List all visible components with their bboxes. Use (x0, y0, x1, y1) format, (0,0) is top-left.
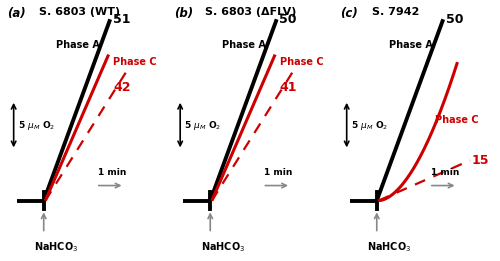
Text: 50: 50 (279, 13, 296, 26)
Text: Phase A: Phase A (56, 40, 100, 50)
Text: 1 min: 1 min (430, 168, 459, 177)
Text: (b): (b) (174, 7, 193, 20)
Text: 1 min: 1 min (264, 168, 292, 177)
Text: S. 6803 (WT): S. 6803 (WT) (39, 7, 120, 17)
Text: NaHCO$_3$: NaHCO$_3$ (368, 240, 412, 253)
Text: NaHCO$_3$: NaHCO$_3$ (34, 240, 78, 253)
Text: S. 7942: S. 7942 (372, 7, 420, 17)
Text: 1 min: 1 min (98, 168, 126, 177)
Text: Phase A: Phase A (222, 40, 266, 50)
Text: 5 $\mu$$_M$ O$_2$: 5 $\mu$$_M$ O$_2$ (18, 118, 55, 132)
Text: 5 $\mu$$_M$ O$_2$: 5 $\mu$$_M$ O$_2$ (184, 118, 222, 132)
Text: 50: 50 (446, 13, 463, 26)
Text: (a): (a) (8, 7, 26, 20)
Text: 5 $\mu$$_M$ O$_2$: 5 $\mu$$_M$ O$_2$ (350, 118, 388, 132)
Text: (c): (c) (340, 7, 358, 20)
Text: 41: 41 (280, 81, 297, 94)
Text: Phase A: Phase A (388, 40, 432, 50)
Text: Phase C: Phase C (280, 57, 324, 67)
Text: NaHCO$_3$: NaHCO$_3$ (200, 240, 245, 253)
Text: 42: 42 (114, 81, 131, 94)
Text: 51: 51 (112, 13, 130, 26)
Text: 15: 15 (472, 154, 489, 167)
Text: Phase C: Phase C (436, 115, 479, 125)
Text: Phase C: Phase C (114, 57, 157, 67)
Text: S. 6803 (ΔFLV): S. 6803 (ΔFLV) (206, 7, 297, 17)
